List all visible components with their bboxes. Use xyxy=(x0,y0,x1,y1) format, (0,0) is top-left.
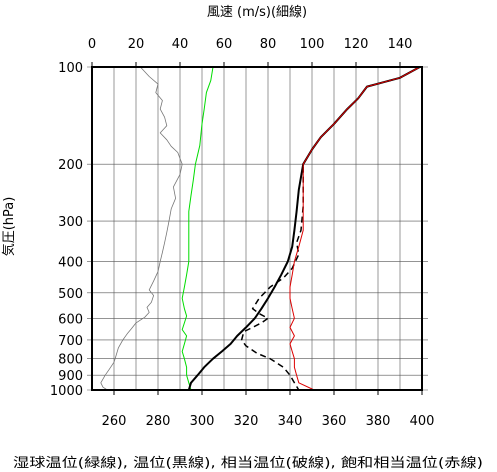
y-tick-label: 1000 xyxy=(50,384,83,399)
x-bottom-tick-label: 340 xyxy=(278,414,303,429)
series-line xyxy=(100,66,183,391)
y-tick-label: 700 xyxy=(58,334,83,349)
y-tick-label: 100 xyxy=(58,61,83,76)
bottom-axis-label: 湿球温位(緑線), 温位(黒線), 相当温位(破線), 飽和相当温位(赤線) xyxy=(13,455,483,471)
x-bottom-tick-label: 380 xyxy=(366,414,391,429)
grid xyxy=(87,66,428,391)
x-top-tick-label: 20 xyxy=(128,37,145,52)
x-bottom-tick-label: 400 xyxy=(410,414,435,429)
series-line xyxy=(187,66,421,391)
series-line xyxy=(181,66,214,391)
y-tick-label: 400 xyxy=(58,255,83,270)
x-bottom-tick-label: 300 xyxy=(190,414,215,429)
x-top-tick-label: 140 xyxy=(388,37,413,52)
left-axis-label: 気圧(hPa) xyxy=(1,197,17,257)
y-tick-label: 500 xyxy=(58,287,83,302)
y-tick-label: 300 xyxy=(58,215,83,230)
y-tick-label: 800 xyxy=(58,353,83,368)
y-tick-label: 600 xyxy=(58,312,83,327)
x-bottom-tick-label: 280 xyxy=(146,414,171,429)
top-axis-label: 風速 (m/s)(細線) xyxy=(207,4,307,20)
series-line xyxy=(240,66,421,391)
plot-frame xyxy=(91,66,423,391)
x-top-tick-label: 60 xyxy=(216,37,233,52)
y-tick-label: 900 xyxy=(58,369,83,384)
x-top-tick-label: 0 xyxy=(88,37,96,52)
x-top-tick-label: 40 xyxy=(172,37,189,52)
series-layer xyxy=(100,66,421,391)
x-bottom-tick-label: 320 xyxy=(234,414,259,429)
x-bottom-tick-label: 260 xyxy=(102,414,127,429)
x-top-tick-label: 120 xyxy=(344,37,369,52)
y-tick-label: 200 xyxy=(58,158,83,173)
x-top-tick-label: 100 xyxy=(300,37,325,52)
x-bottom-tick-label: 360 xyxy=(322,414,347,429)
x-top-tick-label: 80 xyxy=(260,37,277,52)
series-line xyxy=(289,66,421,391)
